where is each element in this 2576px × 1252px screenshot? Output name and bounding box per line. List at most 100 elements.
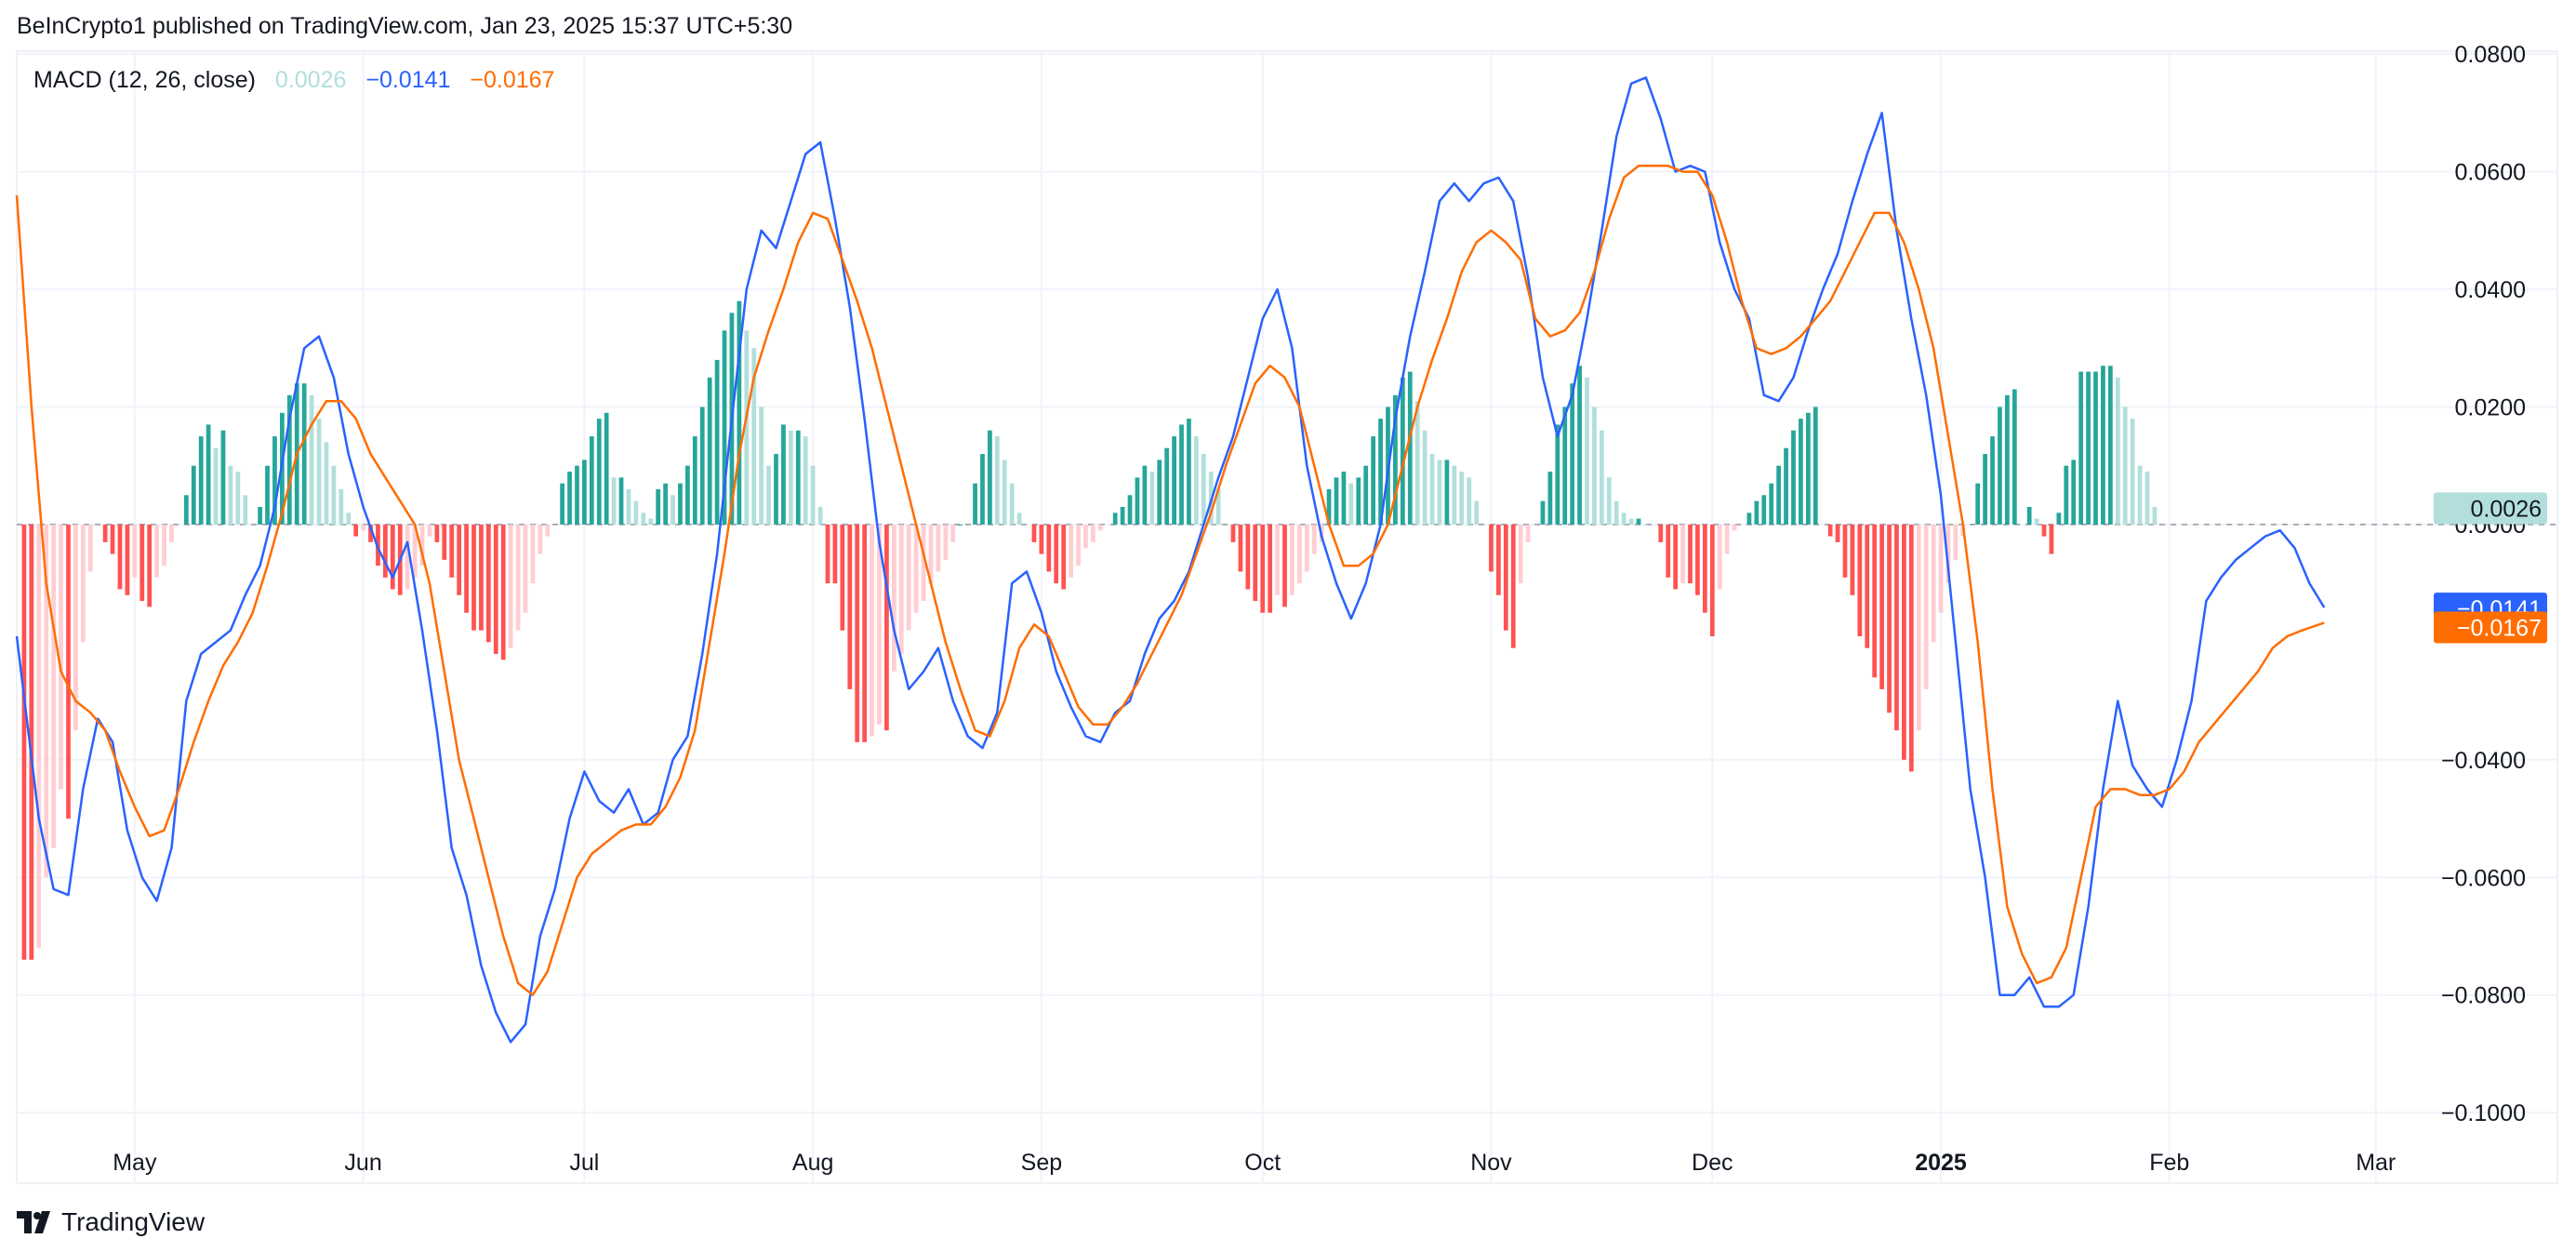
histogram-bar xyxy=(1069,524,1073,578)
x-axis: May Jun Jul Aug Sep Oct Nov Dec 2025 Feb Mar xyxy=(113,1150,2396,1176)
histogram-bar xyxy=(1562,406,1568,525)
histogram-bar xyxy=(1975,483,1981,525)
histogram-bar xyxy=(884,524,889,731)
histogram-bar xyxy=(2078,371,2084,525)
histogram-bar xyxy=(678,483,683,525)
histogram-bar xyxy=(1555,424,1560,525)
histogram-bar xyxy=(471,524,476,631)
histogram-bar xyxy=(1253,524,1258,602)
histogram-bar xyxy=(286,394,292,525)
indicator-legend[interactable]: MACD (12, 26, close) 0.0026 −0.0141 −0.0… xyxy=(33,67,554,93)
histogram-bar xyxy=(1547,472,1553,525)
histogram-bar xyxy=(1076,524,1081,566)
histogram-bar xyxy=(1613,500,1619,525)
histogram-bar xyxy=(862,524,868,742)
histogram-bar xyxy=(1769,483,1774,525)
histogram-bar xyxy=(1636,518,1641,525)
histogram-bar xyxy=(1842,524,1848,578)
histogram-bar xyxy=(493,524,498,655)
histogram-bar xyxy=(810,465,816,525)
histogram-bar xyxy=(1046,524,1052,572)
histogram-bar xyxy=(1009,483,1015,525)
histogram-bar xyxy=(1459,472,1465,525)
histogram-bar xyxy=(692,436,697,525)
y-tick-label: 0.0200 xyxy=(2455,394,2526,420)
histogram-bar xyxy=(913,524,919,613)
histogram-bar xyxy=(1887,524,1892,713)
histogram-bar xyxy=(1467,477,1472,525)
histogram-bar xyxy=(464,524,469,613)
badge-label: −0.0167 xyxy=(2457,616,2542,642)
histogram-bar xyxy=(1400,377,1405,525)
histogram-bar xyxy=(2071,460,2077,525)
histogram-bar xyxy=(766,465,771,525)
histogram-bar xyxy=(1422,430,1427,525)
histogram xyxy=(21,300,2158,960)
histogram-bar xyxy=(722,330,727,525)
y-tick-label: −0.0800 xyxy=(2441,983,2526,1009)
histogram-bar xyxy=(1518,524,1523,584)
histogram-bar xyxy=(29,524,34,960)
histogram-bar xyxy=(560,483,565,525)
histogram-bar xyxy=(2086,371,2091,525)
histogram-bar xyxy=(1296,524,1302,584)
histogram-bar xyxy=(707,377,712,525)
x-tick-label: Nov xyxy=(1470,1150,1512,1176)
tradingview-watermark[interactable]: TradingView xyxy=(17,1204,205,1241)
histogram-bar xyxy=(980,454,985,525)
histogram-bar xyxy=(523,524,528,613)
x-tick-label: Aug xyxy=(792,1150,833,1176)
tradingview-brand: TradingView xyxy=(61,1207,206,1236)
histogram-bar xyxy=(1164,447,1170,525)
histogram-bar xyxy=(774,454,778,525)
histogram-bar xyxy=(1945,524,1951,584)
histogram-bar xyxy=(1238,524,1243,572)
histogram-bar xyxy=(781,424,786,525)
histogram-bar xyxy=(663,483,668,525)
histogram-bar xyxy=(1290,524,1295,595)
histogram-bar xyxy=(2056,513,2062,525)
grid-lines xyxy=(16,50,2558,1184)
histogram-bar xyxy=(921,524,926,602)
histogram-bar xyxy=(950,524,956,542)
y-axis: 0.08000.06000.04000.02000.0000−0.0400−0.… xyxy=(2441,42,2526,1126)
histogram-bar xyxy=(759,406,764,525)
histogram-bar xyxy=(1437,460,1442,525)
histogram-bar xyxy=(1908,524,1914,772)
histogram-bar xyxy=(633,500,639,525)
histogram-bar xyxy=(449,524,455,578)
histogram-bar xyxy=(1474,500,1479,525)
histogram-bar xyxy=(596,419,602,525)
histogram-bar xyxy=(1157,460,1162,525)
histogram-bar xyxy=(1002,460,1007,525)
histogram-bar xyxy=(891,524,896,672)
histogram-bar xyxy=(125,524,130,595)
histogram-bar xyxy=(1179,424,1184,525)
histogram-bar xyxy=(1039,524,1044,554)
histogram-bar xyxy=(1393,394,1398,525)
histogram-bar xyxy=(154,524,159,578)
histogram-bar xyxy=(1187,419,1191,525)
histogram-bar xyxy=(1452,465,1457,525)
histogram-bar xyxy=(191,465,196,525)
histogram-bar xyxy=(2012,389,2017,525)
histogram-bar xyxy=(183,495,189,525)
histogram-bar xyxy=(1688,524,1693,584)
histogram-bar xyxy=(2144,472,2150,525)
histogram-bar xyxy=(132,524,138,578)
histogram-bar xyxy=(2107,366,2113,525)
histogram-bar xyxy=(419,524,425,566)
histogram-bar xyxy=(906,524,911,631)
histogram-bar xyxy=(1592,406,1597,525)
histogram-bar xyxy=(1673,524,1679,590)
histogram-bar xyxy=(538,524,543,554)
histogram-bar xyxy=(147,524,153,607)
histogram-bar xyxy=(611,477,617,525)
histogram-bar xyxy=(1850,524,1855,595)
x-tick-label: Dec xyxy=(1692,1150,1733,1176)
histogram-bar xyxy=(1879,524,1884,689)
histogram-bar xyxy=(21,524,27,960)
histogram-bar xyxy=(102,524,108,542)
histogram-bar xyxy=(1953,524,1959,560)
